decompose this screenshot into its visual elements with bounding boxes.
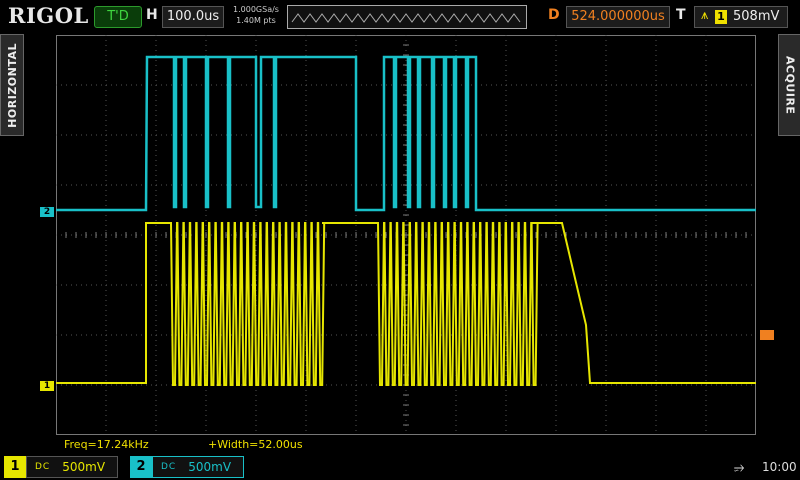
usb-icon: ⭌ [734, 460, 745, 475]
waveform-display[interactable] [56, 35, 756, 435]
ch2-settings[interactable]: 2 DC 500mV [130, 456, 244, 478]
sample-rate: 1.000GSa/s [233, 5, 279, 14]
ch1-offset-marker[interactable]: 1 [40, 381, 54, 391]
ch2-scale-box: DC 500mV [152, 456, 244, 478]
ch1-settings[interactable]: 1 DC 500mV [4, 456, 118, 478]
memory-position-bar[interactable]: T [287, 5, 609, 29]
ch1-number: 1 [4, 456, 26, 478]
rising-edge-icon: ⩚ [701, 8, 709, 23]
horizontal-menu-tab[interactable]: HORIZONTAL [0, 34, 24, 136]
timebase-value[interactable]: 100.0us [162, 6, 224, 28]
bottom-channel-bar: 1 DC 500mV 2 DC 500mV ⭌ 10:00 [0, 452, 800, 480]
freq-measurement: Freq=17.24kHz [64, 438, 149, 451]
sample-info: 1.000GSa/s 1.40M pts [229, 4, 283, 26]
horizontal-tab-label: HORIZONTAL [5, 42, 19, 128]
ch1-scale: 500mV [62, 460, 106, 474]
trigger-settings[interactable]: ⩚ 1 508mV [694, 6, 788, 28]
brand-logo: RIGOL [8, 3, 89, 28]
ch1-scale-box: DC 500mV [26, 456, 118, 478]
memory-depth: 1.40M pts [236, 16, 276, 25]
ch2-offset-marker[interactable]: 2 [40, 207, 54, 217]
delay-value[interactable]: 524.000000us [566, 6, 670, 28]
ch2-scale: 500mV [188, 460, 232, 474]
trigger-level-marker[interactable] [760, 330, 774, 340]
top-status-bar: RIGOL T'D H 100.0us 1.000GSa/s 1.40M pts… [0, 0, 800, 32]
ch2-waveform [56, 55, 756, 212]
run-status-badge[interactable]: T'D [94, 6, 142, 28]
trigger-level: 508mV [733, 9, 780, 24]
dc-coupling-icon: DC [161, 462, 177, 472]
delay-label: D [548, 7, 560, 23]
ch2-number: 2 [130, 456, 152, 478]
ch1-waveform [56, 222, 756, 386]
acquire-tab-label: ACQUIRE [783, 55, 797, 115]
width-measurement: +Width=52.00us [208, 438, 303, 451]
clock: 10:00 [762, 460, 797, 474]
trigger-label: T [676, 7, 686, 23]
trigger-source: 1 [715, 10, 727, 24]
horizontal-label: H [146, 7, 158, 23]
dc-coupling-icon: DC [35, 462, 51, 472]
memory-waveform-preview [291, 13, 521, 23]
graticule [56, 35, 756, 435]
acquire-menu-tab[interactable]: ACQUIRE [778, 34, 800, 136]
